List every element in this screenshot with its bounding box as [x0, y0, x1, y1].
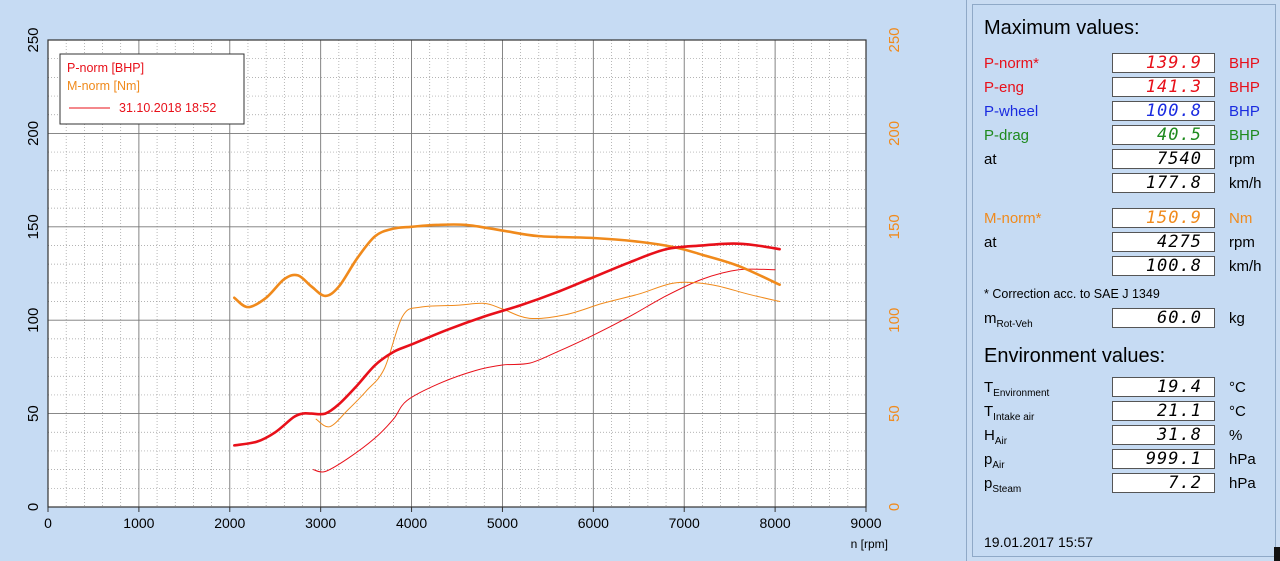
series-line-0	[233, 242, 781, 447]
h-air-unit: %	[1229, 427, 1243, 444]
y-right-tick-label: 200	[886, 121, 903, 146]
h-air-value: 31.8	[1112, 425, 1215, 445]
p-wheel-unit: BHP	[1229, 103, 1260, 120]
p-wheel-label: P-wheel	[984, 103, 1039, 120]
m-norm-unit: Nm	[1229, 210, 1253, 227]
p-norm-unit: BHP	[1229, 55, 1260, 72]
x-tick-label: 4000	[396, 515, 427, 531]
y-left-tick-label: 100	[25, 308, 42, 333]
p-eng-label: P-eng	[984, 79, 1025, 96]
t-intake-value: 21.1	[1112, 401, 1215, 421]
t-environment-unit: °C	[1229, 379, 1246, 396]
x-tick-label: 1000	[123, 515, 154, 531]
row-h-air: HAir 31.8 %	[984, 425, 1274, 447]
y-right-tick-label: 50	[886, 405, 903, 422]
row-m-norm: M-norm* 150.9 Nm	[984, 208, 1274, 230]
legend-box	[59, 53, 245, 125]
chart-panel: 0 1000 2000 3000 4000 5000 6000 7000 8000 9000 n […	[25, 0, 967, 561]
x-tick-label: 2000	[214, 515, 245, 531]
p-norm-value: 139.9	[1112, 53, 1215, 73]
power-at-label: at	[984, 151, 997, 168]
corner-marker	[1274, 547, 1280, 561]
row-t-intake: TIntake air 21.1 °C	[984, 401, 1274, 423]
legend-date: 31.10.2018 18:52	[119, 101, 216, 115]
t-intake-label: TIntake air	[984, 403, 1035, 423]
x-tick-label: 9000	[850, 515, 881, 531]
t-environment-value: 19.4	[1112, 377, 1215, 397]
row-p-air: pAir 999.1 hPa	[984, 449, 1274, 471]
x-tick-label: 6000	[578, 515, 609, 531]
y-left-tick-label: 0	[25, 503, 42, 511]
x-tick-label: 5000	[487, 515, 518, 531]
max-values-heading: Maximum values:	[984, 17, 1140, 39]
t-intake-unit: °C	[1229, 403, 1246, 420]
m-norm-value: 150.9	[1112, 208, 1215, 228]
y-left-tick-label: 50	[25, 405, 42, 422]
p-eng-unit: BHP	[1229, 79, 1260, 96]
x-tick-label: 8000	[760, 515, 791, 531]
torque-speed-value: 100.8	[1112, 256, 1215, 276]
p-drag-unit: BHP	[1229, 127, 1260, 144]
p-steam-value: 7.2	[1112, 473, 1215, 493]
values-panel: Maximum values: P-norm* 139.9 BHP P-eng …	[972, 4, 1276, 557]
legend-m-norm: M-norm [Nm]	[67, 79, 140, 93]
p-eng-value: 141.3	[1112, 77, 1215, 97]
y-left-tick-label: 200	[25, 121, 42, 146]
p-norm-label: P-norm*	[984, 55, 1040, 72]
env-values-heading: Environment values:	[984, 345, 1166, 367]
series-line-2	[312, 268, 776, 473]
p-steam-label: pSteam	[984, 475, 1022, 495]
y-left-tick-label: 150	[25, 214, 42, 239]
y-right-tick-label: 0	[886, 503, 903, 511]
row-p-steam: pSteam 7.2 hPa	[984, 473, 1274, 495]
m-norm-label: M-norm*	[984, 210, 1042, 227]
series-line-1	[233, 223, 781, 309]
x-tick-label: 7000	[669, 515, 700, 531]
y-left-tick-label: 250	[25, 27, 42, 52]
measurement-date: 19.01.2017 15:57	[984, 534, 1093, 550]
p-steam-unit: hPa	[1229, 475, 1256, 492]
power-speed-unit: km/h	[1229, 175, 1262, 192]
y-right-tick-label: 250	[886, 27, 903, 52]
row-p-eng: P-eng 141.3 BHP	[984, 77, 1274, 99]
power-rpm-unit: rpm	[1229, 151, 1255, 168]
t-environment-label: TEnvironment	[984, 379, 1050, 399]
x-tick-label: 0	[44, 515, 52, 531]
mass-label: mRot-Veh	[984, 310, 1033, 330]
torque-speed-unit: km/h	[1229, 258, 1262, 275]
row-torque-speed: 100.8 km/h	[984, 256, 1274, 278]
p-air-label: pAir	[984, 451, 1005, 471]
series-line-3	[315, 281, 781, 428]
p-air-unit: hPa	[1229, 451, 1256, 468]
p-air-value: 999.1	[1112, 449, 1215, 469]
p-wheel-value: 100.8	[1112, 101, 1215, 121]
row-power-speed: 177.8 km/h	[984, 173, 1274, 195]
row-p-wheel: P-wheel 100.8 BHP	[984, 101, 1274, 123]
row-p-drag: P-drag 40.5 BHP	[984, 125, 1274, 147]
x-tick-label: 3000	[305, 515, 336, 531]
y-right-tick-label: 100	[886, 308, 903, 333]
h-air-label: HAir	[984, 427, 1008, 447]
power-rpm-value: 7540	[1112, 149, 1215, 169]
plot-frame	[47, 39, 867, 508]
power-speed-value: 177.8	[1112, 173, 1215, 193]
row-t-environment: TEnvironment 19.4 °C	[984, 377, 1274, 399]
row-power-rpm: at 7540 rpm	[984, 149, 1274, 171]
p-drag-label: P-drag	[984, 127, 1030, 144]
row-p-norm: P-norm* 139.9 BHP	[984, 53, 1274, 75]
torque-at-label: at	[984, 234, 997, 251]
y-right-tick-label: 150	[886, 214, 903, 239]
p-drag-value: 40.5	[1112, 125, 1215, 145]
torque-rpm-unit: rpm	[1229, 234, 1255, 251]
correction-note: * Correction acc. to SAE J 1349	[984, 287, 1160, 301]
torque-rpm-value: 4275	[1112, 232, 1215, 252]
mass-value: 60.0	[1112, 308, 1215, 328]
mass-unit: kg	[1229, 310, 1245, 327]
row-torque-rpm: at 4275 rpm	[984, 232, 1274, 254]
x-axis-label: n [rpm]	[851, 537, 888, 551]
legend-p-norm: P-norm [BHP]	[67, 61, 144, 75]
row-mass: mRot-Veh 60.0 kg	[984, 308, 1274, 330]
